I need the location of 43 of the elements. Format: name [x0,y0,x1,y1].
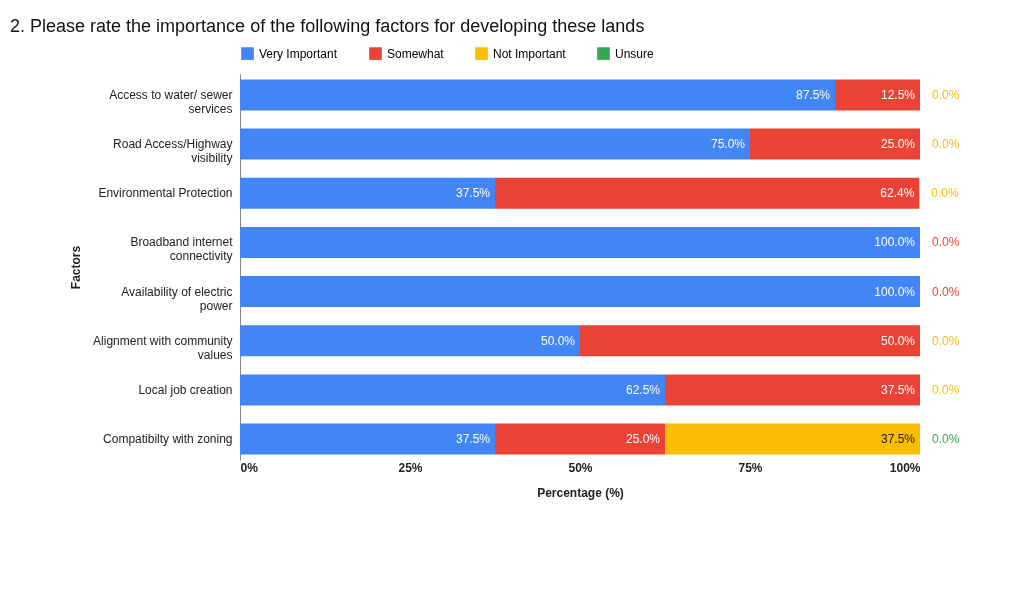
x-tick-label: 50% [568,460,593,475]
data-label: 37.5% [880,432,916,447]
data-label: 0.0% [932,284,960,299]
data-label: 100.0% [874,235,916,250]
legend-label: Unsure [615,46,655,61]
data-label: 62.5% [625,382,661,397]
x-tick-label: 0% [240,460,259,475]
y-tick-label: Availability of electric power [121,284,233,313]
y-tick-label: Compatibilty with zoning [103,432,233,447]
data-label: 87.5% [795,87,831,102]
chart-title: 2. Please rate the importance of the following factors for developing these lands [10,16,645,36]
data-label: 37.5% [455,186,491,201]
data-label: 0.0% [932,87,960,102]
legend-label: Somewhat [387,46,445,61]
data-label: 0.0% [932,432,960,447]
data-label: 0.0% [932,137,960,152]
y-tick-label: Local job creation [138,382,233,397]
data-label: 62.4% [880,186,915,201]
legend-label: Very Important [259,46,338,61]
data-label: 25.0% [625,432,661,447]
data-label: 50.0% [880,333,916,348]
y-tick-label: Alignment with community values [93,333,233,362]
y-tick-label: Broadband internet connectivity [130,235,234,264]
data-label: 25.0% [880,137,916,152]
x-tick-label: 100% [889,460,921,475]
x-axis-title: Percentage (%) [537,485,624,500]
data-label: 37.5% [880,382,916,397]
data-label: 37.5% [455,432,491,447]
y-tick-label: Road Access/Highway visibility [113,137,233,166]
data-label: 0.0% [932,382,960,397]
legend-label: Not Important [493,46,567,61]
x-tick-label: 75% [738,460,763,475]
x-tick-label: 25% [398,460,423,475]
data-label: 50.0% [540,333,576,348]
y-axis-title: Factors [69,245,84,290]
data-label: 0.0% [932,333,960,348]
data-label: 12.5% [880,87,916,102]
data-label: 0.0% [931,186,959,201]
data-label: 100.0% [874,284,916,299]
y-tick-label: Environmental Protection [98,186,233,201]
data-label: 75.0% [710,137,746,152]
data-label: 0.0% [932,235,960,250]
y-tick-label: Access to water/ sewer services [109,87,233,116]
